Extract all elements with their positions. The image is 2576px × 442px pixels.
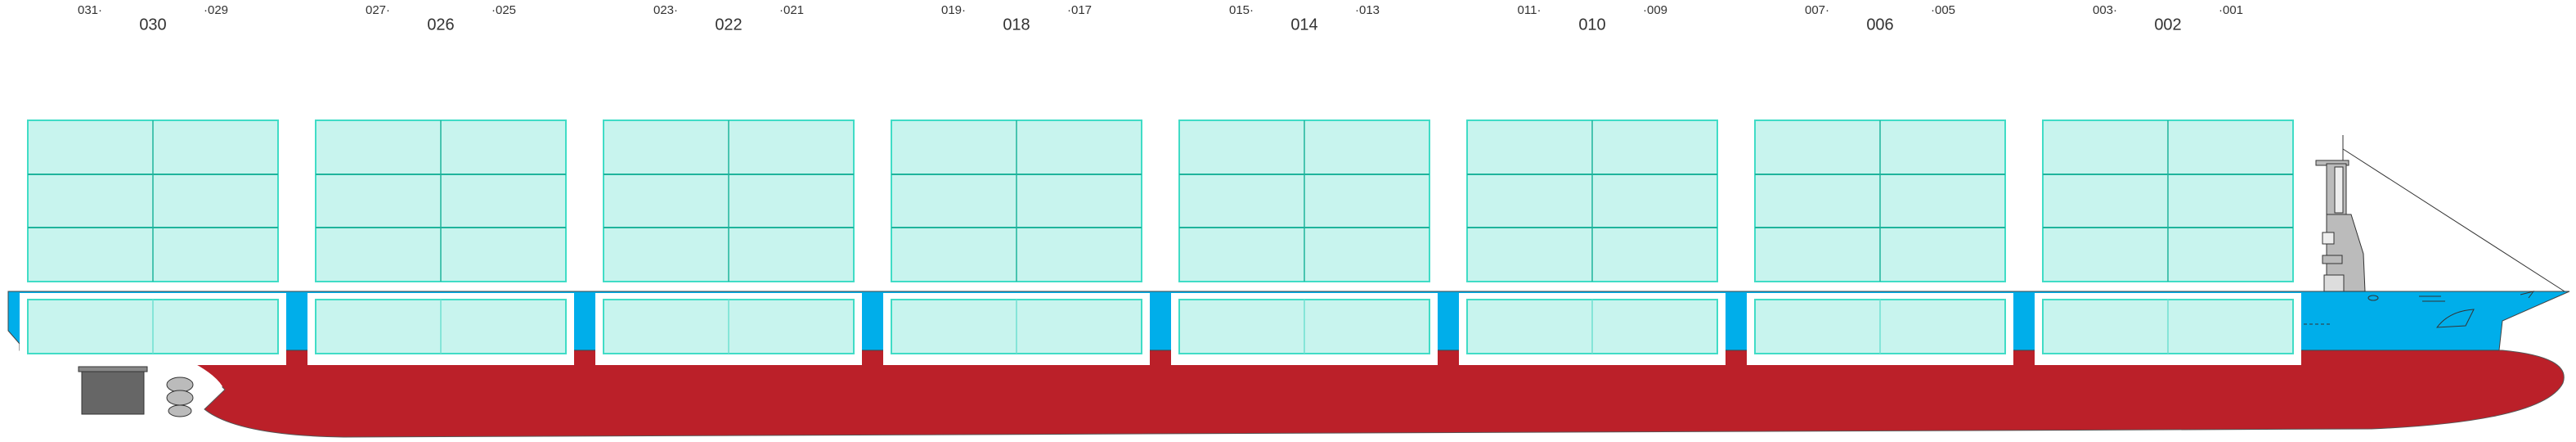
bay-label: 026 [427,16,454,34]
bay-right-label: ·001 [2219,3,2243,17]
bay-right-label: ·025 [491,3,516,17]
hull [187,350,2565,438]
rudder [81,369,145,415]
bay-label: 022 [715,16,742,34]
bay-left-label: 015· [1229,3,1254,17]
bay-left-label: 007· [1805,3,1829,17]
bay-left-label: 003· [2093,3,2117,17]
bay-label: 010 [1578,16,1605,34]
bay-left-label: 027· [366,3,390,17]
bay-label: 030 [139,16,166,34]
rudder-top [78,366,148,372]
bay-left-label: 031· [78,3,102,17]
bay-label: 006 [1866,16,1893,34]
propeller [168,404,192,417]
bay-left-label: 011· [1518,3,1542,17]
bay-right-label: ·005 [1931,3,1955,17]
bay-right-label: ·017 [1067,3,1092,17]
bay-right-label: ·013 [1355,3,1380,17]
bay-label: 018 [1003,16,1030,34]
bay-left-label: 023· [653,3,678,17]
bay-right-label: ·029 [204,3,228,17]
bay-label: 014 [1290,16,1317,34]
propeller [166,377,194,393]
bay-right-label: ·021 [779,3,804,17]
bay-label: 002 [2154,16,2181,34]
bay-left-label: 019· [941,3,966,17]
propeller [166,390,194,406]
bay-right-label: ·009 [1643,3,1667,17]
superstructure [2298,135,2565,328]
